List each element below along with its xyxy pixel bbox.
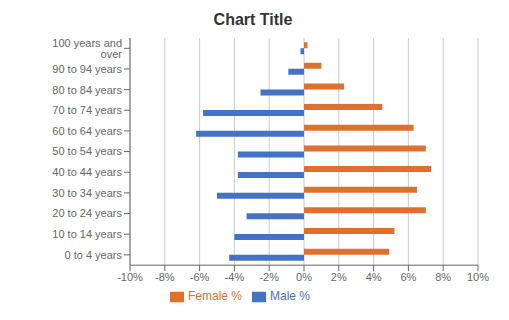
svg-text:-8%: -8%	[155, 271, 175, 283]
svg-text:0%: 0%	[296, 271, 312, 283]
svg-text:40 to 44 years: 40 to 44 years	[52, 166, 122, 178]
svg-text:8%: 8%	[435, 271, 451, 283]
svg-text:10 to 14 years: 10 to 14 years	[52, 228, 122, 240]
svg-text:10%: 10%	[467, 271, 489, 283]
svg-text:-6%: -6%	[190, 271, 210, 283]
svg-text:30 to 34 years: 30 to 34 years	[52, 187, 122, 199]
svg-text:6%: 6%	[400, 271, 416, 283]
svg-text:0 to 4 years: 0 to 4 years	[65, 249, 123, 261]
svg-text:20 to 24 years: 20 to 24 years	[52, 207, 122, 219]
svg-text:-10%: -10%	[117, 271, 143, 283]
svg-text:80 to 84 years: 80 to 84 years	[52, 84, 122, 96]
svg-text:-2%: -2%	[259, 271, 279, 283]
svg-text:2%: 2%	[331, 271, 347, 283]
svg-text:60 to 64 years: 60 to 64 years	[52, 125, 122, 137]
html-text:Male %: Male %	[270, 289, 310, 304]
html-text:Female %: Female %	[188, 289, 242, 304]
svg-text:70 to 74 years: 70 to 74 years	[52, 104, 122, 116]
svg-text:-4%: -4%	[225, 271, 245, 283]
svg-text:100 years andover: 100 years andover	[52, 37, 122, 60]
html-text:Chart Title: Chart Title	[213, 11, 293, 28]
svg-text:50 to 54 years: 50 to 54 years	[52, 145, 122, 157]
svg-text:4%: 4%	[366, 271, 382, 283]
svg-text:90 to 94 years: 90 to 94 years	[52, 63, 122, 75]
